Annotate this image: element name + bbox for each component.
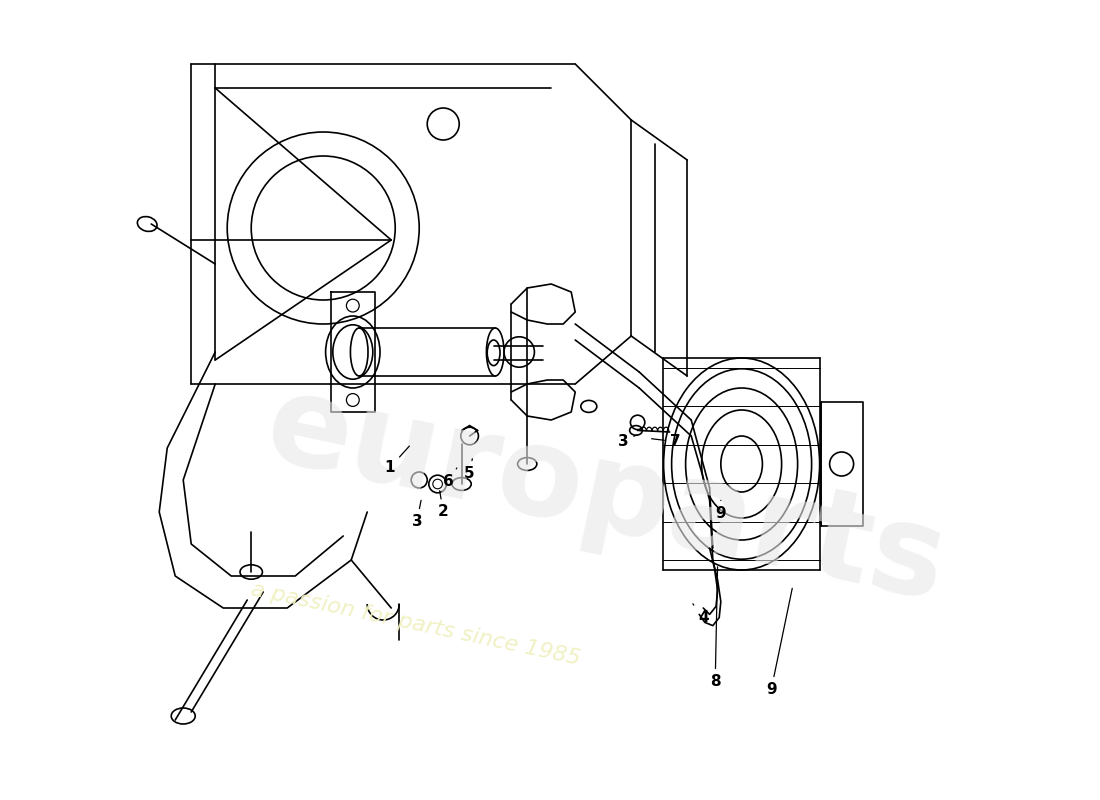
Text: 3: 3 [411,500,422,529]
Text: 8: 8 [710,566,720,689]
Text: europarts: europarts [255,365,956,627]
Text: 5: 5 [464,458,475,481]
Text: 6: 6 [443,468,456,489]
Text: 1: 1 [384,446,409,475]
Text: 9: 9 [715,500,726,521]
Text: a passion for parts since 1985: a passion for parts since 1985 [249,579,582,669]
Text: 9: 9 [766,588,792,697]
Text: 4: 4 [693,604,708,625]
Text: 7: 7 [651,434,681,449]
Text: 3: 3 [618,434,637,449]
Text: 2: 2 [438,490,449,519]
